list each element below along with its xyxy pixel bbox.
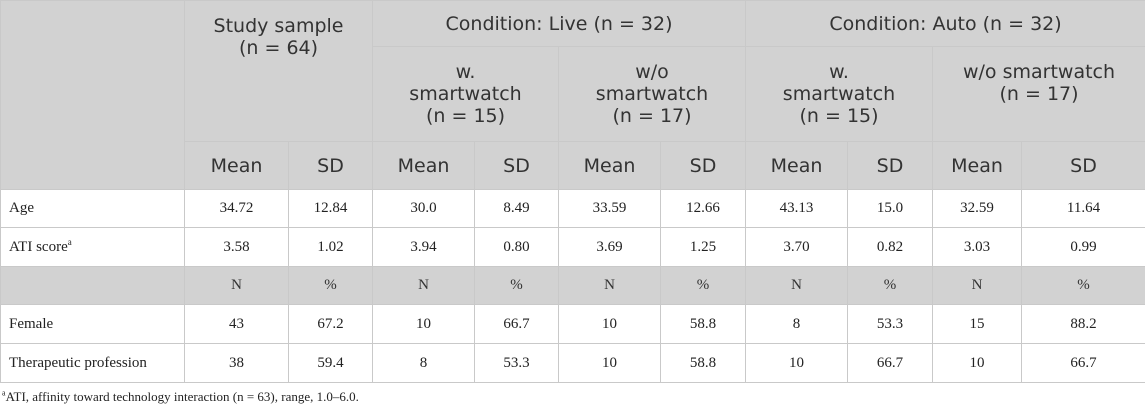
live-without-smartwatch-header: w/o smartwatch (n = 17) xyxy=(558,46,747,142)
table-cell: 59.4 xyxy=(287,343,374,383)
percent-header: % xyxy=(287,266,374,305)
table-cell: 3.94 xyxy=(372,227,476,267)
mean-header: Mean xyxy=(932,141,1023,190)
table-row: Age 34.72 12.84 30.0 8.49 33.59 12.66 43… xyxy=(0,189,1145,228)
header-line: (n = 17) xyxy=(999,83,1079,105)
study-sample-header: Study sample (n = 64) xyxy=(183,0,374,142)
table-cell: 0.99 xyxy=(1021,227,1145,267)
header-line: smartwatch xyxy=(409,83,522,105)
table-cell: 1.25 xyxy=(660,227,747,267)
table-row: Therapeutic profession 38 59.4 8 53.3 10… xyxy=(0,343,1145,383)
table-cell: 67.2 xyxy=(287,304,374,344)
sd-header: SD xyxy=(660,141,747,190)
table-cell: 1.02 xyxy=(287,227,374,267)
table-cell: 58.8 xyxy=(660,343,747,383)
table-cell: 34.72 xyxy=(184,189,289,228)
study-sample-count: (n = 64) xyxy=(238,37,319,59)
table-cell: 8 xyxy=(372,343,476,383)
table-cell: 3.70 xyxy=(745,227,849,267)
table-cell: 66.7 xyxy=(847,343,934,383)
table-cell: 53.3 xyxy=(847,304,934,344)
header-line: (n = 15) xyxy=(799,105,879,127)
percent-header: % xyxy=(474,266,560,305)
table-cell: 10 xyxy=(372,304,476,344)
header-line: (n = 17) xyxy=(612,105,692,127)
study-sample-title: Study sample xyxy=(213,15,344,37)
table-cell: 8.49 xyxy=(474,189,560,228)
corner-header-cell xyxy=(0,0,185,190)
table-cell: 30.0 xyxy=(372,189,476,228)
sd-header: SD xyxy=(1021,141,1145,190)
sd-header: SD xyxy=(287,141,374,190)
demographics-table: Study sample (n = 64) Condition: Live (n… xyxy=(0,0,1145,383)
table-cell: 32.59 xyxy=(932,189,1023,228)
n-header: N xyxy=(372,266,476,305)
table-cell: 10 xyxy=(745,343,849,383)
table-cell: 53.3 xyxy=(474,343,560,383)
footnote-marker: a xyxy=(2,388,6,398)
header-line: w/o smartwatch xyxy=(962,61,1116,83)
table-row: ATI scorea 3.58 1.02 3.94 0.80 3.69 1.25… xyxy=(0,227,1145,267)
percent-header: % xyxy=(660,266,747,305)
header-line: smartwatch xyxy=(782,83,896,105)
auto-without-smartwatch-header: w/o smartwatch (n = 17) xyxy=(932,46,1145,142)
auto-with-smartwatch-header: w. smartwatch (n = 15) xyxy=(745,46,934,142)
table-cell: 12.84 xyxy=(287,189,374,228)
live-with-smartwatch-header: w. smartwatch (n = 15) xyxy=(372,46,560,142)
table-cell: 12.66 xyxy=(660,189,747,228)
n-header: N xyxy=(558,266,662,305)
table-cell: 66.7 xyxy=(1021,343,1145,383)
table-cell: 3.58 xyxy=(184,227,289,267)
row-label-age: Age xyxy=(0,189,185,228)
table-cell: 11.64 xyxy=(1021,189,1145,228)
table-footnote: aATI, affinity toward technology interac… xyxy=(2,389,359,405)
table-cell: 10 xyxy=(558,343,662,383)
row-label-female: Female xyxy=(0,304,185,344)
n-header: N xyxy=(184,266,289,305)
table-cell: 33.59 xyxy=(558,189,662,228)
percent-header: % xyxy=(1021,266,1145,305)
footnote-text: ATI, affinity toward technology interact… xyxy=(5,389,359,404)
n-header: N xyxy=(932,266,1023,305)
mean-header: Mean xyxy=(372,141,476,190)
table-cell: 15 xyxy=(932,304,1023,344)
table-cell: 88.2 xyxy=(1021,304,1145,344)
mean-header: Mean xyxy=(745,141,849,190)
mean-header: Mean xyxy=(184,141,289,190)
table-cell: 15.0 xyxy=(847,189,934,228)
row-label-ati-score: ATI scorea xyxy=(0,227,185,267)
header-line: smartwatch xyxy=(595,83,709,105)
mean-sd-header-row: Mean SD Mean SD Mean SD Mean SD Mean SD xyxy=(1,141,1145,190)
table-cell: 38 xyxy=(184,343,289,383)
table-row: Female 43 67.2 10 66.7 10 58.8 8 53.3 15… xyxy=(0,304,1145,344)
count-header-blank xyxy=(0,266,185,305)
sd-header: SD xyxy=(847,141,934,190)
header-line: w/o xyxy=(635,61,669,83)
table-cell: 43 xyxy=(184,304,289,344)
mean-header: Mean xyxy=(558,141,662,190)
live-condition-header: Condition: Live (n = 32) xyxy=(372,0,747,47)
sd-header: SD xyxy=(474,141,560,190)
footnote-marker: a xyxy=(67,236,72,247)
count-header-row: N % N % N % N % N % xyxy=(0,266,1145,305)
table-cell: 58.8 xyxy=(660,304,747,344)
table-cell: 8 xyxy=(745,304,849,344)
table-cell: 0.82 xyxy=(847,227,934,267)
row-label-text: ATI score xyxy=(9,238,68,255)
header-line: w. xyxy=(829,61,849,83)
table-cell: 43.13 xyxy=(745,189,849,228)
table-cell: 10 xyxy=(558,304,662,344)
header-line: (n = 15) xyxy=(425,105,506,127)
table-cell: 10 xyxy=(932,343,1023,383)
table-cell: 66.7 xyxy=(474,304,560,344)
auto-condition-header: Condition: Auto (n = 32) xyxy=(745,0,1145,47)
table-cell: 3.69 xyxy=(558,227,662,267)
table-cell: 3.03 xyxy=(932,227,1023,267)
header-line: w. xyxy=(455,61,476,83)
table-cell: 0.80 xyxy=(474,227,560,267)
row-label-therapeutic-profession: Therapeutic profession xyxy=(0,343,185,383)
percent-header: % xyxy=(847,266,934,305)
n-header: N xyxy=(745,266,849,305)
